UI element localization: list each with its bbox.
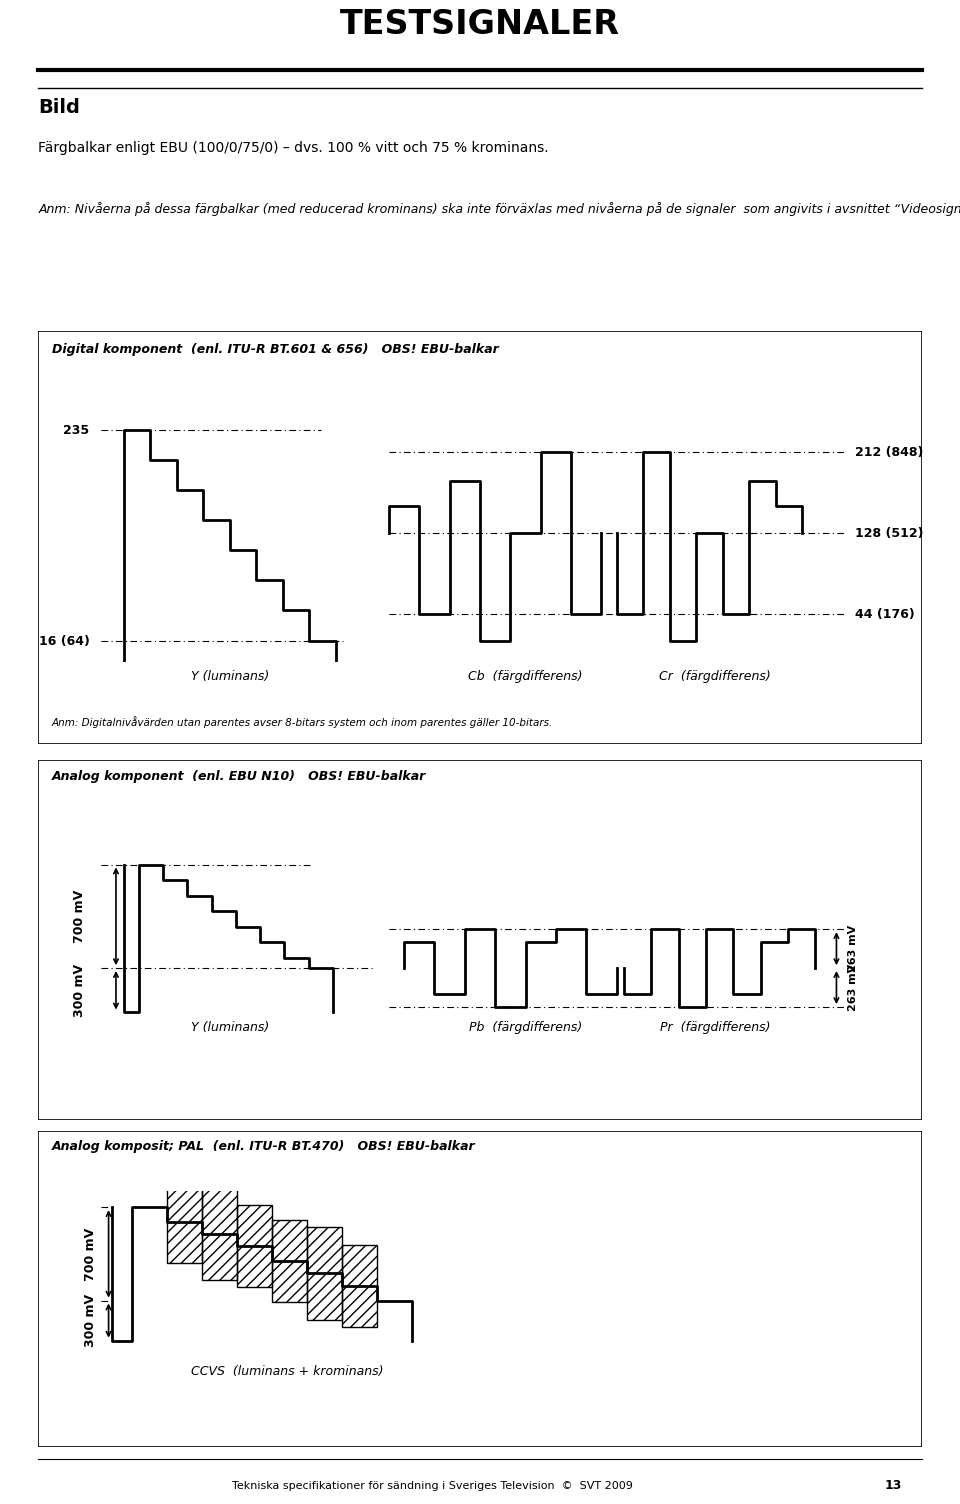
Text: Analog komposit; PAL  (enl. ITU-R BT.470)   OBS! EBU-balkar: Analog komposit; PAL (enl. ITU-R BT.470)… [52,1140,475,1154]
Bar [307,1227,342,1319]
Text: Y (luminans): Y (luminans) [191,1021,269,1035]
Text: TESTSIGNALER: TESTSIGNALER [340,8,620,41]
Text: Färgbalkar enligt EBU (100/0/75/0) – dvs. 100 % vitt och 75 % krominans.: Färgbalkar enligt EBU (100/0/75/0) – dvs… [38,141,549,155]
Bar [237,1205,272,1287]
Text: Cr  (färgdifferens): Cr (färgdifferens) [660,671,771,683]
Text: Bild: Bild [38,98,81,117]
Bar [342,1245,376,1327]
Text: 300 mV: 300 mV [73,964,85,1017]
Text: CCVS  (luminans + krominans): CCVS (luminans + krominans) [191,1364,384,1378]
Text: 16 (64): 16 (64) [38,635,89,648]
Text: Pr  (färgdifferens): Pr (färgdifferens) [660,1021,770,1035]
Text: 700 mV: 700 mV [73,890,85,943]
Text: 263 mV: 263 mV [848,964,858,1011]
FancyBboxPatch shape [38,1131,922,1447]
Text: Anm: Digitalnivåvärden utan parentes avser 8-bitars system och inom parentes gäl: Anm: Digitalnivåvärden utan parentes avs… [52,716,553,728]
Text: Digital komponent  (enl. ITU-R BT.601 & 656)   OBS! EBU-balkar: Digital komponent (enl. ITU-R BT.601 & 6… [52,343,498,356]
Text: Anm: Nivåerna på dessa färgbalkar (med reducerad krominans) ska inte förväxlas m: Anm: Nivåerna på dessa färgbalkar (med r… [38,203,960,217]
FancyBboxPatch shape [38,760,922,1120]
Text: 300 mV: 300 mV [84,1293,97,1348]
Text: Cb  (färgdifferens): Cb (färgdifferens) [468,671,583,683]
Text: Pb  (färgdifferens): Pb (färgdifferens) [468,1021,582,1035]
Text: 700 mV: 700 mV [84,1227,97,1280]
Text: 263 mV: 263 mV [848,925,858,973]
Text: Tekniska specifikationer för sändning i Sveriges Television  ©  SVT 2009: Tekniska specifikationer för sändning i … [231,1480,633,1490]
Bar [202,1188,237,1280]
Bar [272,1220,307,1302]
Text: 212 (848): 212 (848) [855,445,924,459]
Text: 235: 235 [63,424,89,436]
Text: 128 (512): 128 (512) [855,526,924,540]
Bar [167,1181,202,1263]
Text: 44 (176): 44 (176) [855,608,915,621]
Text: 13: 13 [884,1478,901,1492]
FancyBboxPatch shape [38,331,922,744]
Text: Y (luminans): Y (luminans) [191,671,269,683]
Text: Analog komponent  (enl. EBU N10)   OBS! EBU-balkar: Analog komponent (enl. EBU N10) OBS! EBU… [52,770,426,784]
